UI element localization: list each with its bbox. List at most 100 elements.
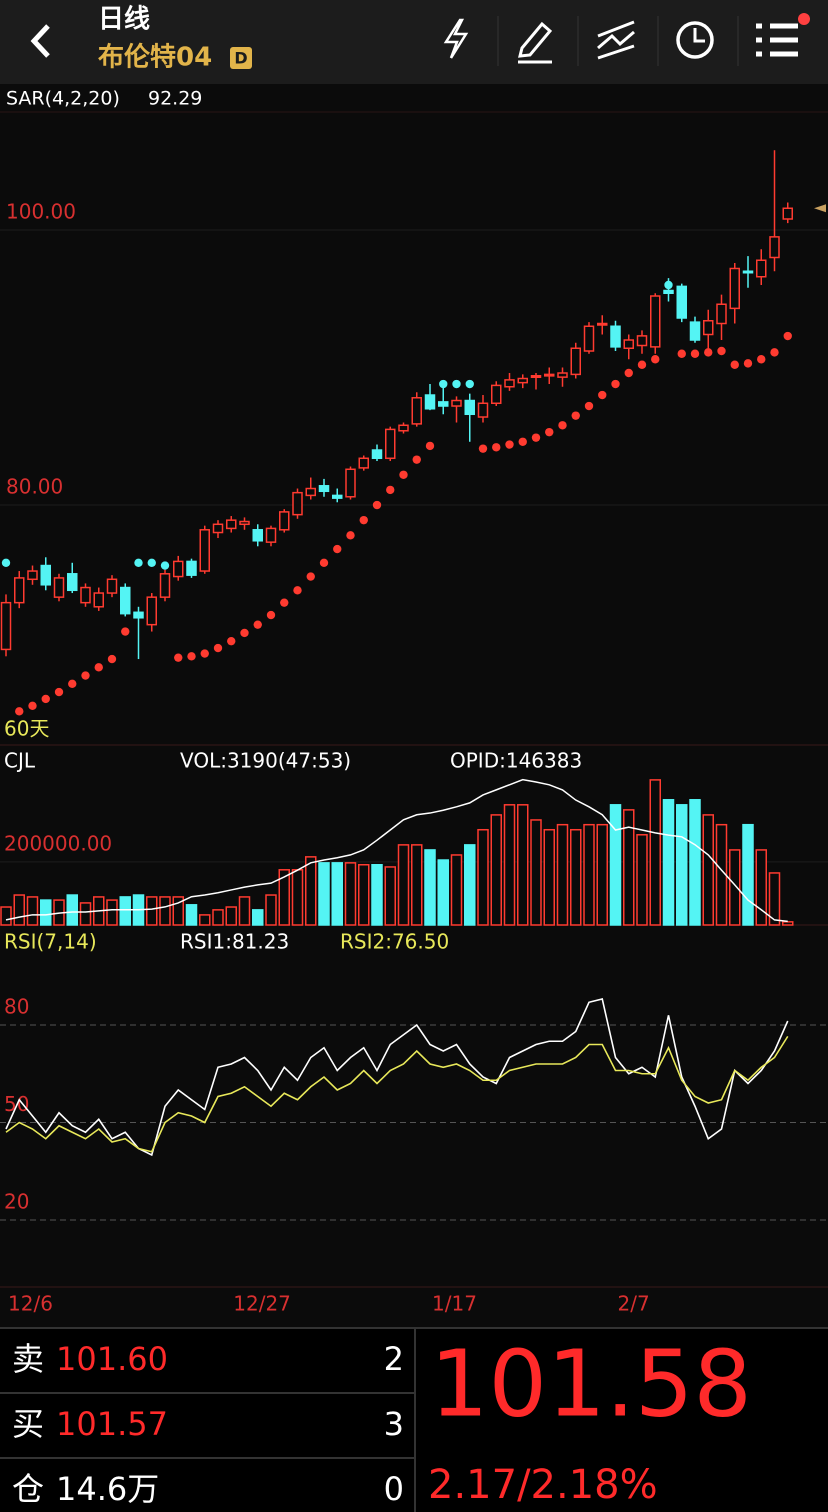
- sar-dot: [783, 331, 792, 341]
- sar-dot: [293, 586, 302, 595]
- candle-body: [106, 578, 118, 594]
- volume-bar: [0, 906, 12, 926]
- sar-dot: [465, 379, 474, 389]
- sar-dot: [28, 701, 37, 711]
- volume-bar: [702, 814, 714, 926]
- candle-body: [159, 573, 171, 598]
- volume-bar: [291, 869, 304, 926]
- sar-dot: [121, 627, 130, 636]
- volume-bar: [265, 894, 277, 926]
- candle-body: [93, 592, 104, 608]
- x-tick-label: 12/6: [8, 1292, 53, 1316]
- volume-bar: [238, 896, 251, 926]
- sar-dot: [664, 280, 673, 290]
- candle-body: [199, 529, 210, 572]
- menu-icon[interactable]: [756, 23, 798, 57]
- candle-body: [464, 399, 475, 416]
- draw-icon[interactable]: [518, 21, 553, 64]
- volume-bar: [768, 872, 781, 926]
- sar-dot: [611, 379, 620, 389]
- candle-body: [226, 519, 237, 530]
- flash-icon[interactable]: [443, 18, 469, 59]
- candle-body: [769, 236, 780, 259]
- candle-body: [385, 428, 396, 460]
- volume-bar: [384, 866, 396, 926]
- volume-bar: [146, 896, 158, 926]
- candle-body: [292, 491, 303, 516]
- sar-label: SAR(4,2,20): [6, 88, 120, 110]
- indicator-icon[interactable]: [597, 20, 635, 60]
- candle-body: [358, 457, 369, 469]
- x-tick-label: 2/7: [618, 1292, 650, 1316]
- sar-dot: [187, 652, 196, 661]
- candle-body: [186, 560, 197, 576]
- candle-body: [438, 401, 449, 407]
- candle-body: [451, 399, 462, 407]
- volume-bar: [26, 896, 39, 926]
- sar-dot: [54, 687, 64, 697]
- sar-dot: [492, 443, 501, 452]
- clock-icon[interactable]: [676, 21, 714, 59]
- candle-body: [279, 511, 290, 531]
- candle-body: [14, 577, 25, 604]
- candle-body: [120, 586, 131, 615]
- sar-dot: [452, 379, 461, 389]
- sar-dot: [266, 610, 276, 620]
- candle-body: [40, 564, 51, 586]
- volume-bar: [437, 859, 449, 926]
- candle-body: [742, 270, 754, 274]
- sar-dot: [94, 663, 103, 672]
- sar-dot: [399, 470, 408, 479]
- volume-bar: [225, 906, 237, 926]
- volume-bar: [278, 869, 290, 926]
- candle-body: [345, 468, 356, 498]
- sar-dot: [624, 368, 633, 378]
- sar-dot: [743, 359, 753, 368]
- volume-bar: [517, 804, 529, 926]
- candle-body: [332, 494, 343, 499]
- volume-bar: [119, 896, 131, 926]
- candle-body: [597, 322, 608, 326]
- candle-body: [305, 487, 316, 497]
- candle-body: [491, 384, 502, 405]
- sar-dot: [160, 561, 170, 570]
- sar-dot: [386, 485, 395, 495]
- y-tick-label: 80: [4, 995, 29, 1019]
- volume-bar: [397, 844, 410, 926]
- candle-body: [27, 570, 38, 581]
- candle-body: [212, 523, 224, 534]
- last-price: 101.58: [430, 1330, 752, 1437]
- volume-bar: [185, 904, 198, 926]
- volume-bar: [570, 828, 582, 926]
- quote-qty: 0: [384, 1470, 404, 1508]
- candle-body: [530, 375, 542, 379]
- sar-dot: [730, 360, 739, 369]
- rsi-line: [5, 998, 789, 1157]
- volume-bar: [40, 899, 52, 926]
- badge: D: [234, 49, 247, 68]
- volume-bar: [331, 862, 343, 926]
- candle-body: [756, 259, 767, 278]
- vol-name: CJL: [4, 749, 36, 773]
- back-button[interactable]: [30, 24, 50, 58]
- price-marker: [814, 204, 826, 213]
- header-subtitle: 布伦特04: [98, 42, 212, 73]
- sar-dot: [107, 654, 117, 664]
- rsi-line: [5, 1035, 789, 1153]
- sar-dot: [531, 433, 541, 442]
- candle-body: [0, 601, 12, 651]
- sar-dot: [757, 355, 766, 364]
- candle-body: [371, 449, 383, 460]
- volume-bar: [199, 914, 211, 926]
- sar-dot: [253, 620, 262, 629]
- volume-bar: [755, 849, 767, 926]
- candle-body: [133, 611, 144, 619]
- volume-bar: [159, 896, 171, 926]
- sar-dot: [598, 390, 607, 400]
- sar-dot: [333, 544, 342, 554]
- volume-bar: [742, 823, 754, 926]
- quote-qty: 3: [384, 1405, 404, 1443]
- volume-bar: [530, 819, 542, 926]
